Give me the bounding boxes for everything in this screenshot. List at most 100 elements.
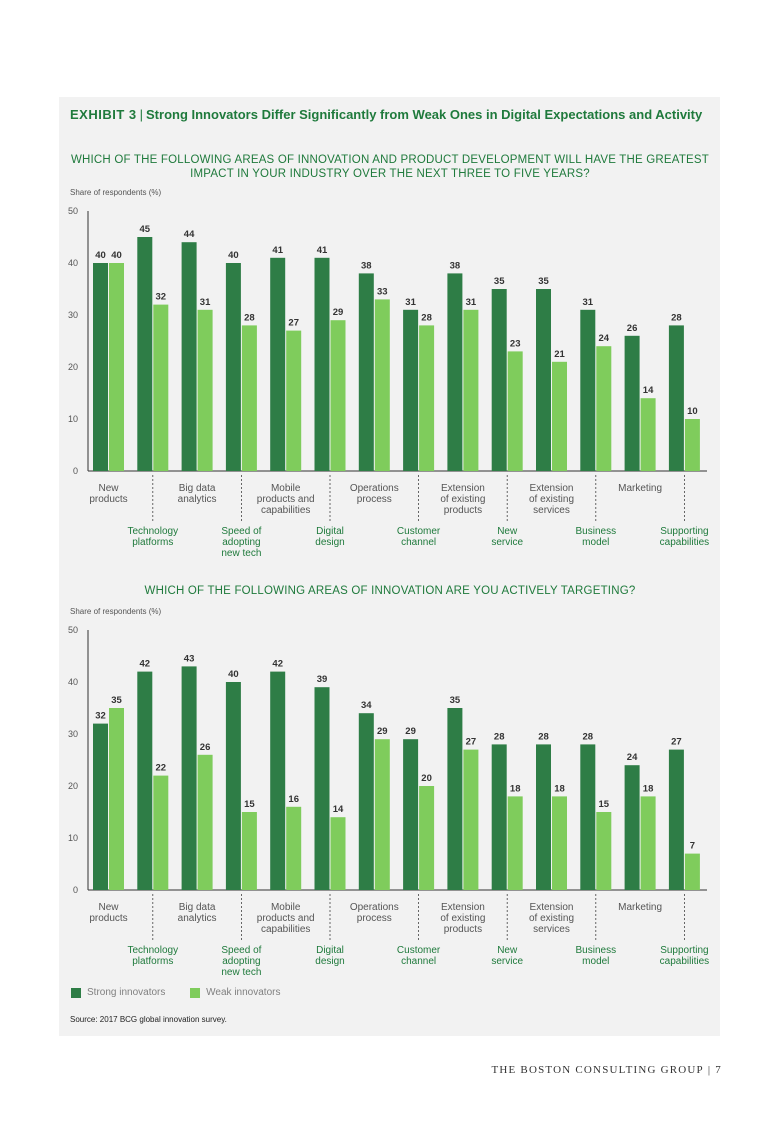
chart-2-data-label: 16 (288, 794, 299, 805)
chart-2-category-label: analytics (178, 913, 217, 924)
chart-2-bar-weak (109, 708, 124, 890)
chart-2-category-label: Customer (397, 945, 441, 956)
chart-2-category-label: of existing (440, 913, 485, 924)
chart-2-data-label: 39 (317, 674, 328, 685)
chart-2-category-label: Speed of (221, 945, 261, 956)
chart-2-category-label: products (444, 924, 482, 935)
chart-1-bar-strong (491, 289, 507, 471)
chart-2-bar-weak (640, 796, 656, 890)
chart-2-bar-strong (624, 765, 640, 890)
chart-2-bar-strong (181, 666, 197, 890)
chart-2-category-label: process (357, 913, 392, 924)
chart-1-bar-strong (181, 242, 197, 471)
chart-1-category-label: Supporting (660, 526, 708, 537)
chart-2-y-tick-label: 50 (68, 625, 78, 635)
chart-1-bar-strong (270, 257, 286, 471)
chart-1-bar-strong (225, 263, 241, 471)
chart-1-data-label: 40 (228, 250, 239, 261)
chart-1-bar-weak (684, 419, 700, 471)
chart-1-data-label: 35 (538, 276, 549, 287)
chart-2-data-label: 32 (95, 711, 106, 722)
chart-2-data-label: 18 (510, 783, 521, 794)
footer-publisher: THE BOSTON CONSULTING GROUP (491, 1064, 704, 1076)
chart-2-y-tick-label: 10 (68, 833, 78, 843)
chart-2-data-label: 18 (643, 783, 654, 794)
chart-2-bar-weak (552, 796, 567, 890)
chart-2-y-tick-label: 20 (68, 781, 78, 791)
chart-2-data-label: 42 (140, 659, 151, 670)
chart-1-category-label: of existing (529, 494, 574, 505)
chart-1-bar-weak (109, 263, 124, 471)
chart-1-category-label: New (497, 526, 518, 537)
footer-page-number: 7 (715, 1064, 722, 1076)
legend-swatch-weak (190, 987, 201, 998)
chart-1-data-label: 27 (288, 318, 299, 329)
chart-1-bar-strong (403, 309, 419, 471)
chart-1-bar-strong (314, 257, 330, 471)
chart-1-y-tick-label: 30 (68, 310, 78, 320)
chart-1-y-tick-label: 10 (68, 414, 78, 424)
chart-2-category-label: Technology (128, 945, 179, 956)
chart-1-bar-strong (358, 273, 374, 471)
chart-2-category-label: New (98, 902, 119, 913)
chart-1-category-label: channel (401, 537, 436, 548)
chart-2-category-label: services (533, 924, 570, 935)
legend-label-strong: Strong innovators (87, 987, 166, 998)
chart-1-title: WHICH OF THE FOLLOWING AREAS OF INNOVATI… (70, 154, 710, 180)
chart-2-y-axis-label: Share of respondents (%) (70, 607, 161, 616)
chart-1-category-label: of existing (440, 494, 485, 505)
chart-2-targeting: Share of respondents (%) 0 10 20 30 40 50 32 35 N… (68, 607, 709, 978)
chart-1-y-tick-label: 50 (68, 206, 78, 216)
chart-2-category-label: Business (576, 945, 617, 956)
chart-1-category-label: capabilities (261, 505, 310, 516)
footer-separator: | (707, 1064, 712, 1076)
page-footer: THE BOSTON CONSULTING GROUP | 7 (491, 1064, 722, 1076)
chart-2-data-label: 28 (583, 731, 594, 742)
chart-2-bar-strong (137, 671, 153, 890)
chart-1-category-label: design (315, 537, 344, 548)
chart-2-category-label: products (89, 913, 127, 924)
chart-1-category-label: Business (576, 526, 617, 537)
chart-1-data-label: 14 (643, 385, 654, 396)
chart-1-category-label: Mobile (271, 483, 301, 494)
chart-1-data-label: 31 (200, 297, 211, 308)
chart-1-category-label: services (533, 505, 570, 516)
exhibit-title-text: Strong Innovators Differ Significantly f… (146, 107, 703, 122)
chart-2-data-label: 22 (156, 763, 167, 774)
chart-2-data-label: 29 (377, 726, 388, 737)
chart-2-category-label: model (582, 956, 609, 967)
chart-1-bar-weak (241, 325, 257, 471)
chart-1-bar-weak (419, 325, 435, 471)
chart-2-data-label: 18 (554, 783, 565, 794)
chart-1-bar-weak (640, 398, 656, 471)
chart-2-data-label: 27 (466, 737, 477, 748)
chart-1-category-label: Extension (441, 483, 485, 494)
chart-1-category-label: Customer (397, 526, 441, 537)
chart-1-data-label: 32 (156, 292, 167, 303)
chart-1-bar-weak (463, 309, 479, 471)
chart-2-data-label: 28 (494, 731, 505, 742)
chart-2-data-label: 14 (333, 804, 344, 815)
chart-2-bar-weak (463, 749, 479, 890)
chart-1-bar-strong (93, 263, 108, 471)
chart-1-data-label: 26 (627, 323, 638, 334)
chart-1-category-label: process (357, 494, 392, 505)
chart-2-y-tick-label: 30 (68, 729, 78, 739)
chart-1-bar-strong (668, 325, 684, 471)
chart-1-category-label: Speed of (221, 526, 261, 537)
chart-1-data-label: 29 (333, 307, 344, 318)
chart-2-category-label: Marketing (618, 902, 662, 913)
chart-1-bar-weak (153, 304, 169, 471)
chart-2-data-label: 15 (244, 799, 255, 810)
chart-1-category-label: New (98, 483, 119, 494)
chart-1-impact: Share of respondents (%) 0 10 20 30 40 50 40 40 N… (68, 188, 709, 559)
chart-2-bar-strong (491, 744, 507, 890)
chart-1-data-label: 33 (377, 286, 388, 297)
chart-1-data-label: 21 (554, 349, 565, 360)
chart-2-bar-weak (286, 806, 302, 890)
chart-2-category-label: of existing (529, 913, 574, 924)
chart-1-category-label: capabilities (660, 537, 709, 548)
chart-1-data-label: 35 (494, 276, 505, 287)
chart-2-bar-strong (447, 708, 463, 890)
chart-1-category-label: products (89, 494, 127, 505)
